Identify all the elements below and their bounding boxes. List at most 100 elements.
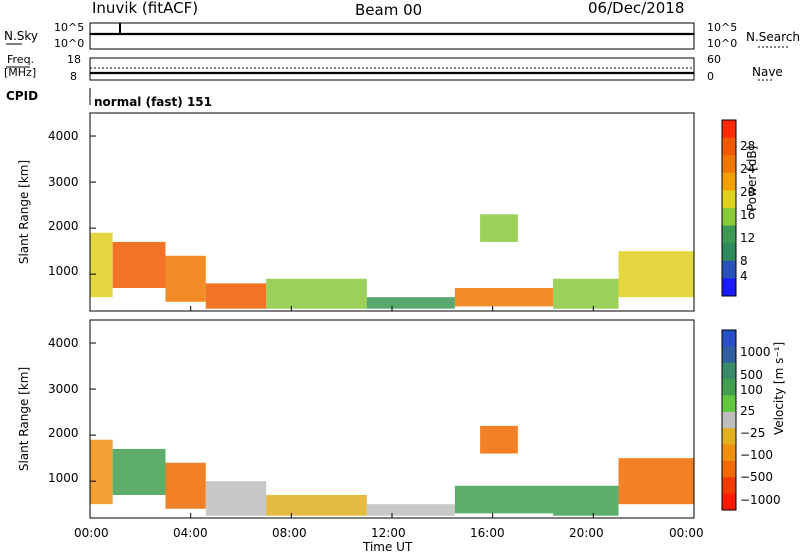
velocity-cbar-tick-500: 500 [740,368,763,382]
nsky-tick-top: 10^5 [54,21,85,34]
power-echo-region [366,297,455,309]
velocity-ytick-1000: 1000 [48,471,79,485]
power-echo-region [266,278,367,309]
velocity-cbar-tick-m1000: −1000 [740,493,781,507]
power-echo-region [165,255,206,302]
power-ytick-2000: 2000 [48,219,79,233]
velocity-cbar-swatch [722,330,736,347]
power-cbar-tick-4: 4 [740,269,748,283]
velocity-echo-region [266,494,367,516]
nave-tick-top: 60 [707,53,721,66]
power-echo-region [618,251,694,298]
nsky-tick-bottom: 10^0 [54,37,85,50]
velocity-cbar-swatch [722,395,736,413]
date-title: 06/Dec/2018 [588,0,685,17]
cpid-value: normal (fast) 151 [94,95,212,109]
power-cbar-swatch [722,190,736,209]
power-cbar-tick-16: 16 [740,208,756,222]
velocity-echo-region [90,439,113,505]
velocity-cbar-swatch [722,346,736,364]
power-cbar-swatch [722,120,736,139]
velocity-echo-region [366,504,455,516]
velocity-cbar-swatch [722,493,736,511]
velocity-ytick-2000: 2000 [48,426,79,440]
xtick-5: 20:00 [569,526,604,540]
nsearch-label: N.Search [746,30,800,44]
freq-tick-bottom: 8 [70,70,77,83]
power-cbar-swatch [722,137,736,156]
velocity-cbar-tick-m100: −100 [740,448,773,462]
velocity-cbar-swatch [722,362,736,380]
power-panel [89,112,695,312]
freq-label: Freq. [7,53,35,66]
cpid-label: CPID [6,89,39,103]
power-ytick-3000: 3000 [48,175,79,189]
power-echo-region [112,241,166,288]
velocity-cbar-swatch [722,411,736,429]
xtick-0: 00:00 [74,526,109,540]
velocity-echo-region [618,458,694,505]
xaxis-label: Time UT [363,540,413,554]
freq-panel [6,57,772,81]
velocity-ytick-4000: 4000 [48,336,79,350]
station-title: Inuvik (fitACF) [92,0,199,17]
power-cbar-frame [721,119,737,297]
velocity-cbar-swatch [722,428,736,446]
power-cbar-tick-28: 28 [740,139,756,153]
velocity-ytick-3000: 3000 [48,382,79,396]
xtick-2: 08:00 [272,526,307,540]
xtick-4: 16:00 [470,526,505,540]
power-cbar-tick-12: 12 [740,231,756,245]
nave-tick-bottom: 0 [707,70,714,83]
velocity-echo-region [165,462,206,509]
velocity-cbar-tick-m25: −25 [740,426,766,440]
velocity-cbar-swatch [722,477,736,495]
velocity-echo-region [553,485,619,516]
nsky-label: N.Sky [4,29,39,43]
power-cbar-tick-20: 20 [740,185,756,199]
velocity-cbar-frame [721,329,737,511]
xtick-6: 00:00 [669,526,704,540]
nave-label: Nave [752,65,783,79]
velocity-panel [89,319,695,519]
velocity-cbar-swatch [722,460,736,478]
power-cbar-swatch [722,260,736,279]
power-ytick-4000: 4000 [48,129,79,143]
power-cbar-swatch [722,208,736,227]
velocity-cbar-tick-1000: 1000 [740,345,771,359]
nsearch-tick-bottom: 10^0 [707,37,738,50]
power-cbar-swatch [722,225,736,244]
power-cbar-tick-24: 24 [740,162,756,176]
freq-tick-top: 18 [67,53,81,66]
xtick-3: 12:00 [371,526,406,540]
power-cbar-swatch [722,278,736,297]
velocity-echo-region [112,448,166,495]
power-cbar-swatch [722,243,736,262]
velocity-cbar-tick-25: 25 [740,404,756,418]
velocity-colorbar [721,329,737,511]
xtick-1: 04:00 [173,526,208,540]
velocity-cbar-tick-100: 100 [740,383,763,397]
velocity-echo-region [454,485,554,514]
velocity-echo-region [205,481,267,516]
power-cbar-swatch [722,155,736,174]
power-ytick-1000: 1000 [48,264,79,278]
velocity-cbar-swatch [722,444,736,462]
power-colorbar [721,119,737,297]
freq-unit: [MHz] [4,66,37,79]
power-cbar-swatch [722,172,736,191]
power-echo-region [205,283,267,309]
velocity-cbar-swatch [722,379,736,396]
noise-panel [6,22,790,50]
velocity-cbar-tick-m500: −500 [740,470,773,484]
power-echo-region [553,278,619,309]
xtick-marks [89,306,695,518]
velocity-echo-region [480,425,518,454]
nsearch-tick-top: 10^5 [707,21,738,34]
power-echo-region [480,214,518,242]
power-cbar-tick-8: 8 [740,254,748,268]
beam-title: Beam 00 [355,1,423,19]
power-echo-region [454,287,554,307]
power-echo-region [90,232,113,298]
